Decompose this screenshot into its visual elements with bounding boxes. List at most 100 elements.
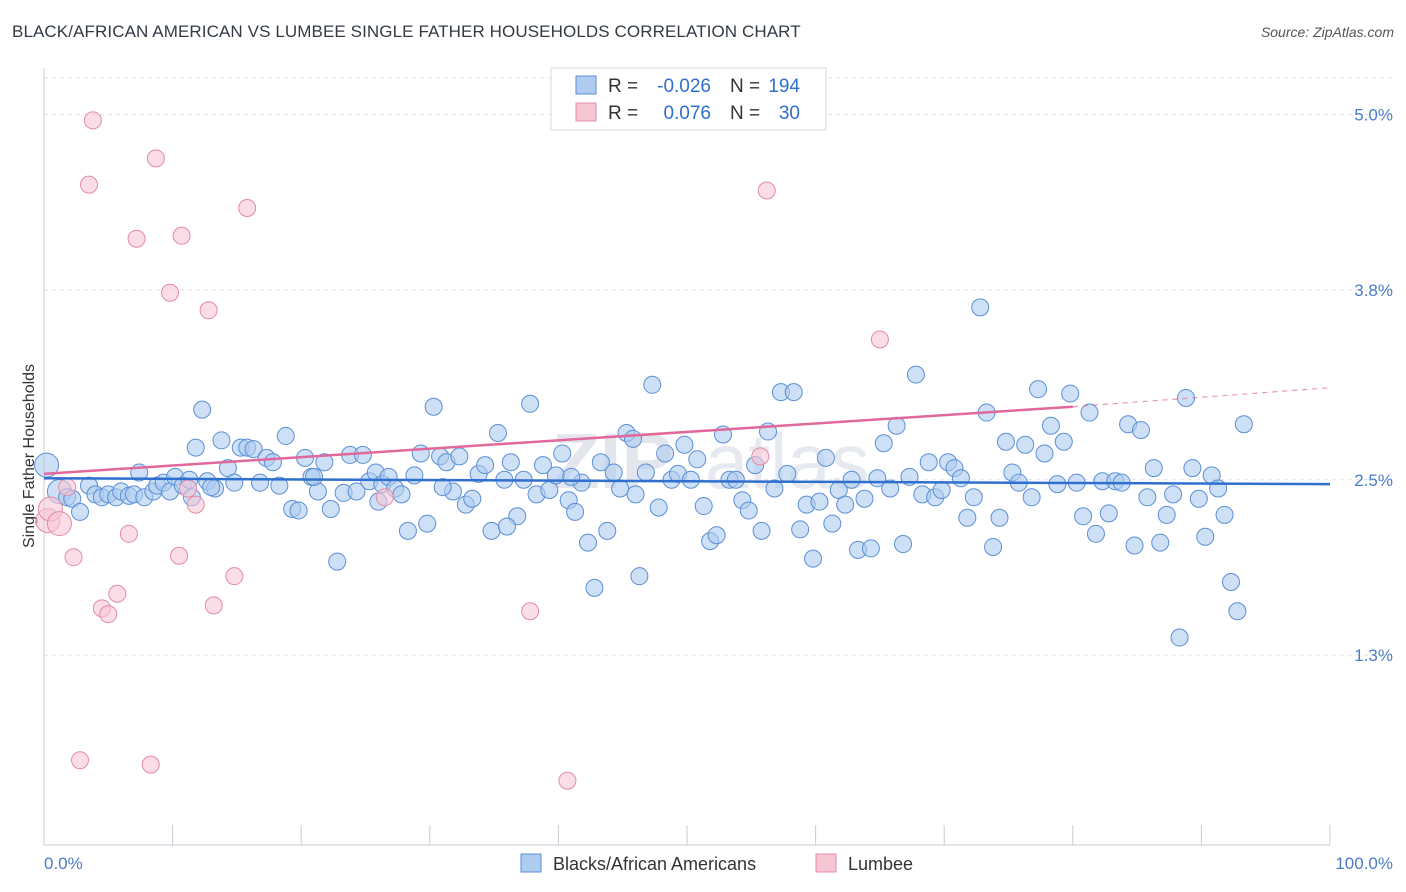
point-blacks-120 <box>816 448 835 467</box>
point-blacks-130 <box>881 479 900 498</box>
point-blacks-103 <box>707 526 726 545</box>
point-blacks-192 <box>562 467 581 486</box>
point-blacks-124 <box>842 470 861 489</box>
point-blacks-22 <box>186 438 205 457</box>
point-lumbee-27 <box>751 447 770 466</box>
point-blacks-148 <box>996 432 1015 451</box>
point-blacks-169 <box>1131 421 1150 440</box>
trendlines <box>43 387 1331 486</box>
point-blacks-83 <box>578 533 597 552</box>
point-blacks-81 <box>566 502 585 521</box>
stats-r-value-2: 0.076 <box>663 103 711 124</box>
chart-title: BLACK/AFRICAN AMERICAN VS LUMBEE SINGLE … <box>12 22 801 41</box>
point-lumbee-29 <box>870 330 889 349</box>
y-axis-label: Single Father Households <box>21 364 38 548</box>
point-blacks-74 <box>521 394 540 413</box>
point-blacks-36 <box>276 426 295 445</box>
point-blacks-179 <box>1196 527 1215 546</box>
point-blacks-110 <box>752 521 771 540</box>
point-blacks-162 <box>1086 524 1105 543</box>
point-blacks-23 <box>193 400 212 419</box>
legend-label-lumbee: Lumbee <box>848 854 913 874</box>
point-blacks-88 <box>611 479 630 498</box>
point-blacks-118 <box>804 549 823 568</box>
point-blacks-144 <box>971 298 990 317</box>
point-lumbee-12 <box>127 229 146 248</box>
point-blacks-129 <box>874 434 893 453</box>
point-blacks-54 <box>392 485 411 504</box>
point-lumbee-7 <box>83 111 102 130</box>
stats-swatch-blue <box>575 75 597 95</box>
point-blacks-138 <box>932 480 951 499</box>
point-blacks-155 <box>1041 416 1060 435</box>
y-axis-tick-labels: 1.3% 2.5% 3.8% 5.0% <box>1354 106 1393 666</box>
point-blacks-187 <box>202 478 221 497</box>
point-blacks-147 <box>990 508 1009 527</box>
point-blacks-126 <box>855 489 874 508</box>
legend-swatch-lumbee <box>815 853 837 873</box>
point-blacks-177 <box>1183 459 1202 478</box>
stats-n-value-1: 194 <box>768 76 800 97</box>
point-blacks-151 <box>1016 435 1035 454</box>
point-lumbee-16 <box>170 546 189 565</box>
trendline-lumbee-extension <box>1072 387 1331 408</box>
point-blacks-79 <box>553 444 572 463</box>
point-blacks-47 <box>347 482 366 501</box>
point-lumbee-18 <box>179 479 198 498</box>
point-lumbee-17 <box>172 226 191 245</box>
point-lumbee-10 <box>108 584 127 603</box>
point-blacks-173 <box>1157 505 1176 524</box>
point-blacks-123 <box>836 495 855 514</box>
legend-label-blacks: Blacks/African Americans <box>553 854 756 874</box>
y-tick-label-3: 5.0% <box>1354 106 1393 125</box>
point-blacks-57 <box>411 444 430 463</box>
point-blacks-95 <box>656 444 675 463</box>
point-lumbee-24 <box>375 488 394 507</box>
point-lumbee-2 <box>46 511 72 537</box>
point-lumbee-25 <box>521 602 540 621</box>
point-blacks-132 <box>894 535 913 554</box>
point-blacks-76 <box>533 456 552 475</box>
point-blacks-99 <box>681 470 700 489</box>
point-lumbee-15 <box>161 283 180 302</box>
x-axis-ticks <box>43 825 1331 845</box>
point-blacks-134 <box>906 365 925 384</box>
point-lumbee-21 <box>204 596 223 615</box>
point-blacks-121 <box>823 514 842 533</box>
point-blacks-146 <box>984 537 1003 556</box>
point-blacks-142 <box>958 508 977 527</box>
point-blacks-127 <box>861 539 880 558</box>
gridlines <box>44 77 1393 656</box>
point-lumbee-23 <box>238 199 257 218</box>
point-blacks-157 <box>1054 432 1073 451</box>
point-blacks-67 <box>476 456 495 475</box>
series-lumbee-points <box>35 111 889 790</box>
legend: Blacks/African Americans Lumbee <box>520 853 913 874</box>
point-blacks-168 <box>1125 536 1144 555</box>
point-blacks-98 <box>675 435 694 454</box>
source-label: Source: ZipAtlas.com <box>1260 24 1394 40</box>
point-blacks-4 <box>71 502 90 521</box>
point-blacks-85 <box>591 453 610 472</box>
stats-n-label-1: N = <box>730 76 760 97</box>
series-blacks-points <box>34 298 1253 647</box>
point-lumbee-6 <box>80 175 99 194</box>
point-blacks-32 <box>251 473 270 492</box>
point-lumbee-26 <box>558 771 577 790</box>
y-tick-label-1: 2.5% <box>1354 471 1393 490</box>
point-lumbee-22 <box>225 567 244 586</box>
point-blacks-35 <box>270 476 289 495</box>
stats-swatch-pink <box>575 102 597 122</box>
point-blacks-48 <box>353 445 372 464</box>
y-tick-label-0: 1.3% <box>1354 646 1393 665</box>
point-blacks-193 <box>626 485 645 504</box>
point-blacks-154 <box>1035 444 1054 463</box>
point-blacks-84 <box>585 578 604 597</box>
x-tick-label-min: 0.0% <box>44 854 83 873</box>
point-blacks-190 <box>433 478 452 497</box>
stats-r-label-1: R = <box>608 76 638 97</box>
point-blacks-141 <box>951 469 970 488</box>
point-lumbee-19 <box>186 495 205 514</box>
point-blacks-92 <box>636 463 655 482</box>
point-blacks-68 <box>482 521 501 540</box>
